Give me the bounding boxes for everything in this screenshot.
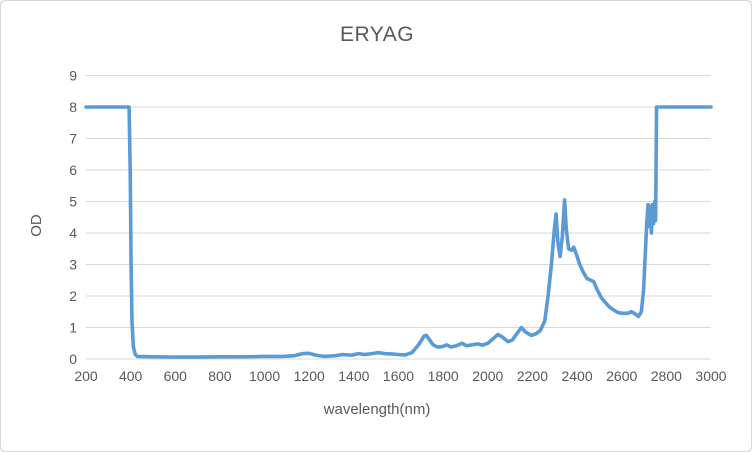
x-tick-label: 2400 xyxy=(561,368,592,384)
y-tick-label: 2 xyxy=(69,288,77,304)
data-series-line xyxy=(84,105,713,359)
y-tick-label: 0 xyxy=(69,351,77,367)
x-tick-label: 600 xyxy=(164,368,188,384)
x-tick-label: 1400 xyxy=(338,368,369,384)
y-tick-label: 6 xyxy=(69,162,77,178)
y-tick-label: 3 xyxy=(69,257,77,273)
x-tick-label: 2200 xyxy=(517,368,548,384)
x-tick-label: 1800 xyxy=(428,368,459,384)
chart-title: ERYAG xyxy=(339,23,415,46)
x-tick-label: 2000 xyxy=(472,368,503,384)
x-tick-label: 2600 xyxy=(606,368,637,384)
y-tick-label: 4 xyxy=(69,225,77,241)
y-tick-label: 8 xyxy=(69,99,77,115)
x-axis-title: wavelength(nm) xyxy=(323,401,431,418)
x-tick-label: 200 xyxy=(74,368,98,384)
y-tick-label: 9 xyxy=(69,68,77,84)
x-tick-label: 3000 xyxy=(695,368,726,384)
y-tick-label: 7 xyxy=(69,131,77,147)
x-tick-label: 1600 xyxy=(383,368,414,384)
x-tick-label: 400 xyxy=(119,368,143,384)
x-tick-label: 1200 xyxy=(294,368,325,384)
y-tick-label: 1 xyxy=(69,320,77,336)
x-tick-label: 1000 xyxy=(249,368,280,384)
x-tick-label: 2800 xyxy=(651,368,682,384)
x-tick-label: 800 xyxy=(208,368,232,384)
y-tick-label: 5 xyxy=(69,194,77,210)
